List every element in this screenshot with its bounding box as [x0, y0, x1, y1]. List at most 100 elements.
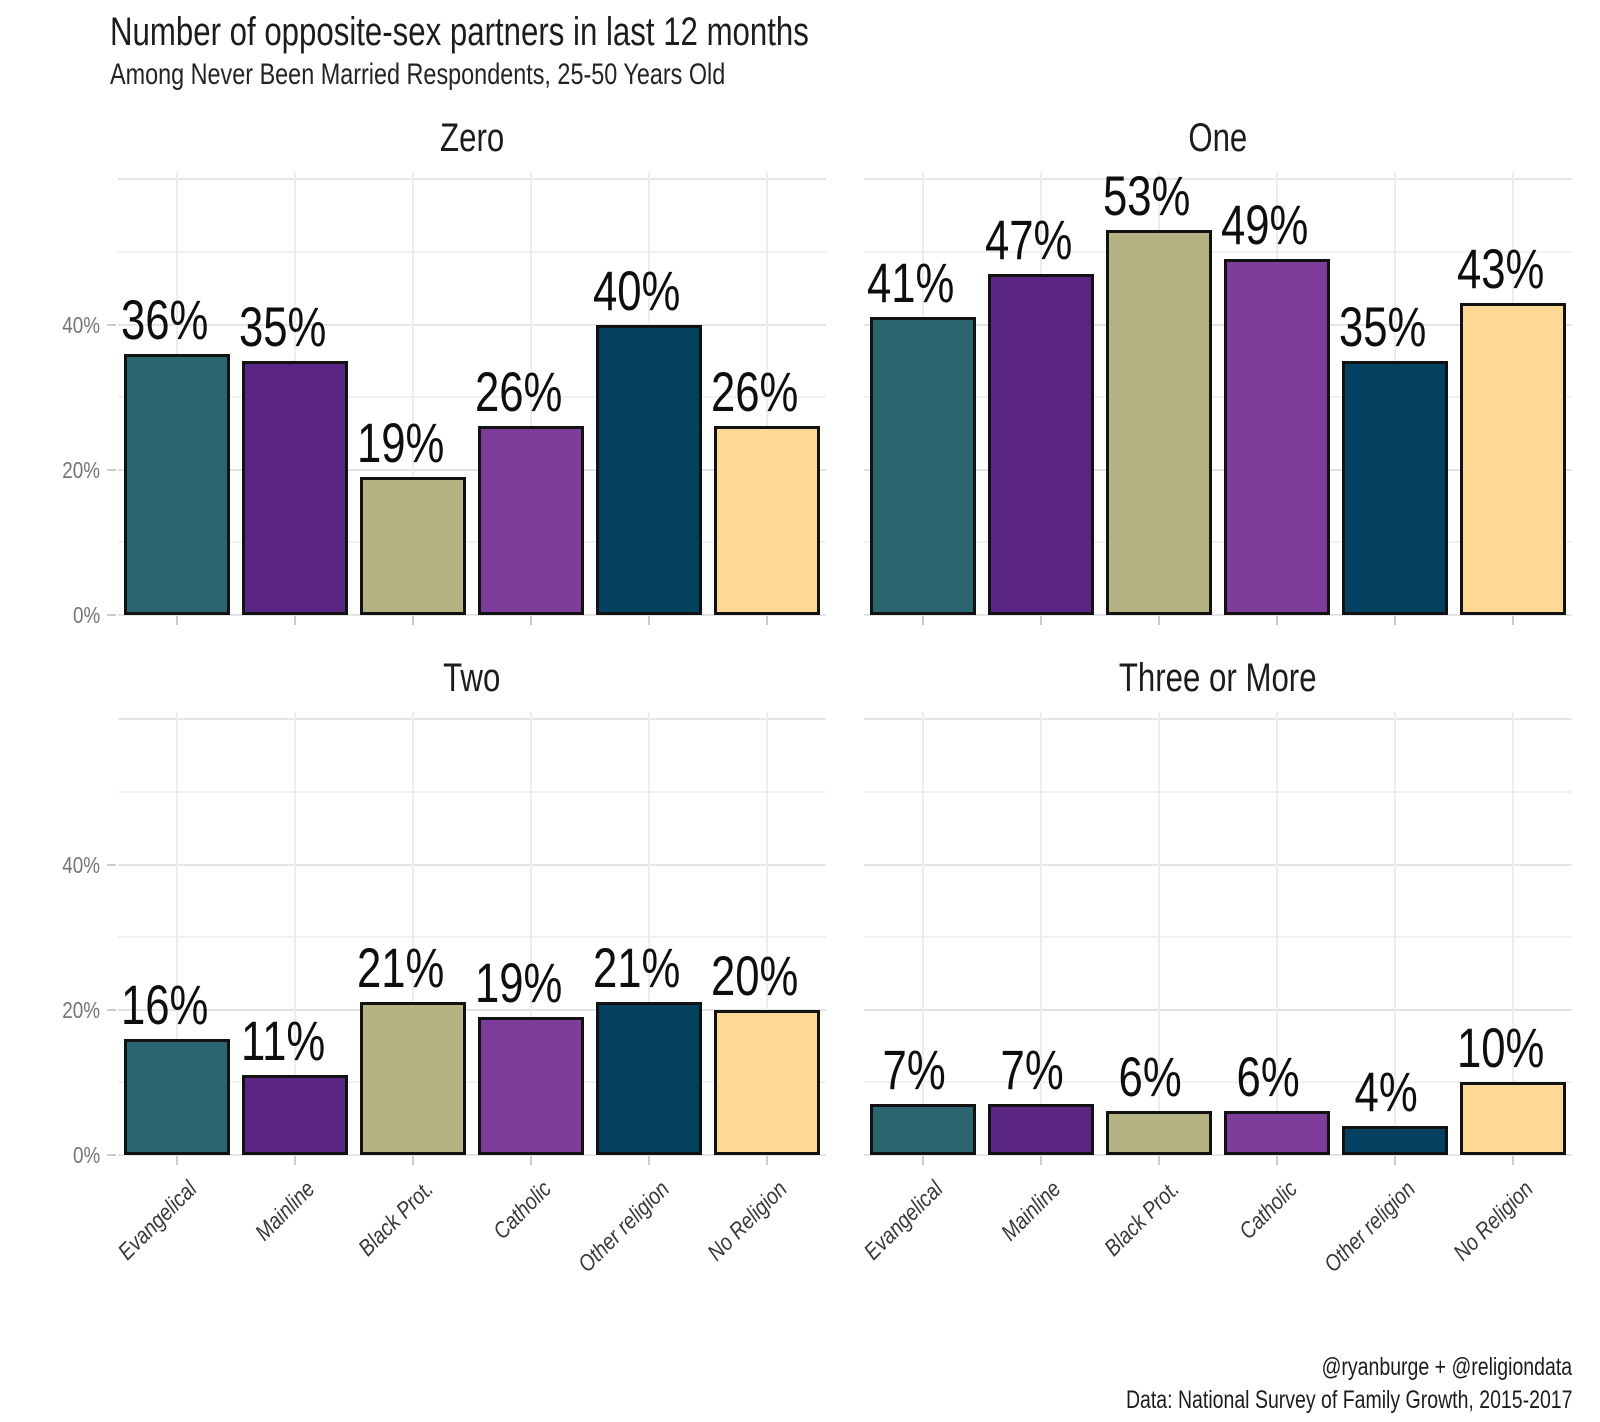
gridline-y-40: [118, 323, 826, 326]
x-axis-label-catholic: Catholic: [1233, 1175, 1302, 1244]
bar-mainline: [988, 1104, 1094, 1155]
gridline-y-10: [864, 541, 1572, 544]
gridline-x-5: [1394, 712, 1396, 1155]
facet-panel-two: [118, 712, 826, 1156]
gridline-y-20: [118, 468, 826, 471]
x-axis-label-no-religion: No Religion: [1448, 1175, 1538, 1266]
facet-title-text: Two: [443, 656, 501, 700]
chart-subtitle: Among Never Been Married Respondents, 25…: [110, 58, 899, 92]
y-tick: [107, 1154, 116, 1156]
bar-value-text: 47%: [984, 207, 1073, 271]
bar-evangelical: [124, 1038, 230, 1155]
bar-value-text: 6%: [1236, 1045, 1300, 1109]
bar-other-religion: [596, 1002, 702, 1155]
facet-panel-three-or-more: [864, 712, 1572, 1156]
gridline-x-2: [294, 712, 296, 1155]
caption-source: Data: National Survey of Family Growth, …: [1125, 1385, 1572, 1414]
bar-mainline: [242, 1075, 348, 1155]
bar-value-label: 35%: [239, 298, 407, 355]
y-axis-label-0: 0%: [0, 604, 100, 627]
y-tick: [107, 863, 116, 866]
gridline-x-4: [1276, 712, 1278, 1155]
bar-value-text: 41%: [866, 251, 955, 315]
x-tick: [412, 616, 414, 625]
y-axis-label-text: 40%: [62, 311, 100, 338]
bar-value-label: 6%: [1237, 1049, 1358, 1105]
bar-value-label: 47%: [985, 211, 1153, 268]
gridline-x-5: [648, 712, 650, 1155]
bar-value-text: 26%: [710, 360, 799, 424]
bar-value-label: 43%: [1457, 240, 1600, 297]
bar-no-religion: [714, 426, 820, 615]
gridline-y-60: [118, 718, 826, 721]
bar-value-text: 19%: [356, 411, 445, 475]
y-axis-label-0: 0%: [0, 1144, 100, 1167]
gridline-y-0: [118, 614, 826, 616]
x-tick: [1394, 1156, 1396, 1165]
bar-value-text: 49%: [1220, 193, 1309, 257]
gridline-x-4: [530, 172, 532, 615]
gridline-y-20: [864, 1008, 1572, 1011]
gridline-y-10: [864, 1081, 1572, 1084]
x-tick: [1512, 1156, 1514, 1165]
bar-catholic: [478, 1017, 584, 1155]
x-axis-label-mainline: Mainline: [996, 1175, 1066, 1246]
gridline-y-60: [864, 718, 1572, 721]
x-tick: [530, 1156, 532, 1165]
gridline-x-6: [766, 172, 768, 615]
facet-title-text: Zero: [439, 116, 505, 160]
gridline-x-1: [922, 712, 924, 1155]
facet-title-text: Three or More: [1119, 656, 1317, 700]
bar-black-prot-: [1106, 1111, 1212, 1155]
bar-value-label: 21%: [593, 940, 761, 996]
gridline-y-50: [864, 790, 1572, 793]
bar-value-text: 16%: [120, 972, 209, 1036]
gridline-x-3: [412, 712, 414, 1155]
y-axis-label-20: 20%: [0, 998, 100, 1022]
x-tick: [1394, 616, 1396, 625]
gridline-y-50: [118, 790, 826, 793]
bar-value-text: 43%: [1456, 236, 1545, 300]
facet-panel-one: [864, 172, 1572, 616]
gridline-y-40: [864, 323, 1572, 326]
y-tick: [107, 1008, 116, 1011]
bar-value-text: 6%: [1118, 1045, 1182, 1109]
x-tick: [1158, 1156, 1160, 1165]
bar-value-label: 21%: [357, 940, 525, 996]
x-tick: [922, 1156, 924, 1165]
chart-title-text: Number of opposite-sex partners in last …: [110, 10, 809, 54]
bar-no-religion: [1460, 1082, 1566, 1155]
bar-value-label: 20%: [711, 947, 879, 1004]
bar-value-text: 10%: [1456, 1016, 1545, 1080]
x-tick: [412, 1156, 414, 1165]
bar-value-text: 35%: [1338, 294, 1427, 358]
bar-value-label: 35%: [1339, 298, 1507, 355]
x-axis-label-mainline: Mainline: [250, 1175, 320, 1246]
gridline-x-6: [766, 712, 768, 1155]
gridline-x-3: [1158, 712, 1160, 1155]
chart-subtitle-text: Among Never Been Married Respondents, 25…: [110, 58, 726, 91]
x-tick: [530, 616, 532, 625]
bar-black-prot-: [360, 1002, 466, 1155]
x-tick: [1158, 616, 1160, 625]
x-axis-label-evangelical: Evangelical: [112, 1175, 202, 1265]
x-tick: [176, 616, 178, 625]
bar-value-label: 19%: [475, 955, 643, 1011]
bar-value-text: 7%: [882, 1038, 946, 1102]
bar-evangelical: [124, 353, 230, 615]
x-tick: [176, 1156, 178, 1165]
bar-value-label: 26%: [711, 364, 879, 420]
y-axis-label-40: 40%: [0, 851, 100, 878]
facet-panel-zero: [118, 172, 826, 616]
gridline-y-20: [118, 1008, 826, 1011]
bar-value-text: 53%: [1102, 164, 1191, 228]
bar-no-religion: [1460, 302, 1566, 615]
bar-value-label: 6%: [1119, 1049, 1240, 1105]
y-axis-label-text: 40%: [62, 851, 100, 878]
bar-value-label: 10%: [1457, 1020, 1600, 1076]
bar-value-label: 41%: [867, 255, 1035, 311]
x-axis-label-black-prot-: Black Prot.: [352, 1175, 438, 1261]
bar-value-label: 11%: [241, 1013, 403, 1069]
x-tick: [1512, 616, 1514, 625]
